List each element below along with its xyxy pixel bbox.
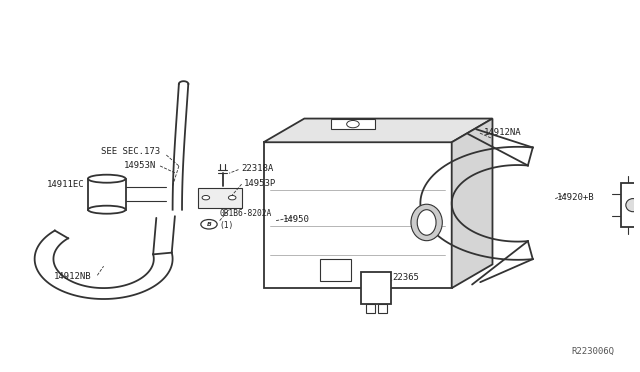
Bar xyxy=(366,304,374,312)
Text: SEE SEC.173: SEE SEC.173 xyxy=(101,147,160,156)
Bar xyxy=(621,183,640,227)
Text: 22318A: 22318A xyxy=(241,164,273,173)
Circle shape xyxy=(228,195,236,200)
Text: B: B xyxy=(207,222,211,227)
Bar xyxy=(198,188,242,208)
Bar xyxy=(378,304,387,312)
Text: 0B1B6-8202A
(1): 0B1B6-8202A (1) xyxy=(220,209,272,230)
Text: 14920+B: 14920+B xyxy=(557,193,595,202)
Polygon shape xyxy=(264,119,493,142)
Text: 22365: 22365 xyxy=(392,273,419,282)
Bar xyxy=(264,142,452,288)
Text: 14912NA: 14912NA xyxy=(484,128,522,137)
Ellipse shape xyxy=(411,204,442,241)
Text: 14950: 14950 xyxy=(282,215,309,224)
Ellipse shape xyxy=(88,175,125,183)
Bar xyxy=(88,179,125,210)
Circle shape xyxy=(202,195,210,200)
Text: 14953N: 14953N xyxy=(124,161,156,170)
Ellipse shape xyxy=(88,206,125,214)
Circle shape xyxy=(201,219,217,229)
Ellipse shape xyxy=(417,210,436,235)
Polygon shape xyxy=(452,119,493,288)
Text: 14912NB: 14912NB xyxy=(54,272,91,281)
Bar xyxy=(320,259,351,281)
Text: 14911EC: 14911EC xyxy=(47,180,85,189)
Text: 14953P: 14953P xyxy=(243,179,276,187)
Ellipse shape xyxy=(626,199,640,212)
Bar xyxy=(361,272,391,304)
Bar xyxy=(331,119,375,129)
Text: R223006Q: R223006Q xyxy=(572,347,615,356)
Circle shape xyxy=(347,121,359,128)
